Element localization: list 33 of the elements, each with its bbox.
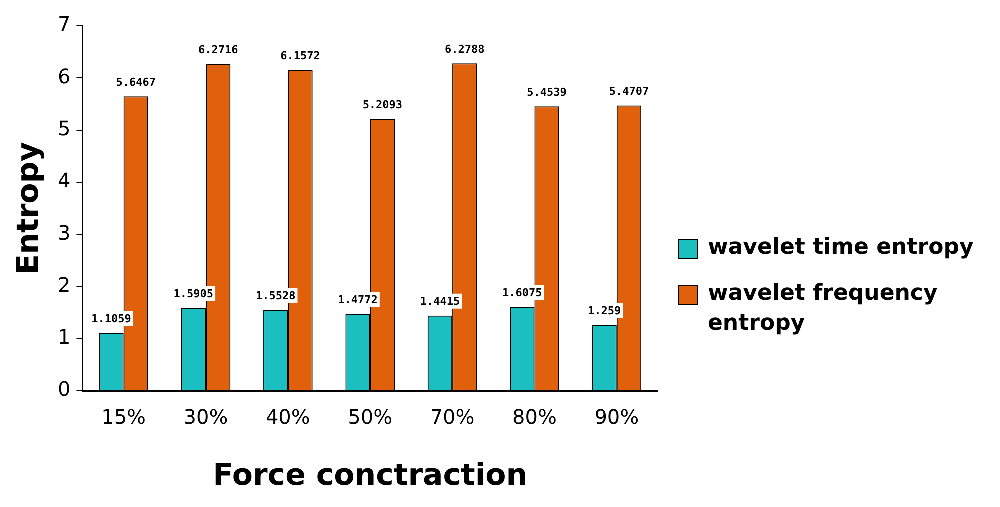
x-tick-label: 30% — [184, 405, 228, 430]
data-label: 6.2716 — [198, 43, 239, 56]
data-label: 5.6467 — [116, 76, 156, 89]
y-tick-label: 7 — [58, 12, 71, 36]
y-tick-label: 2 — [58, 272, 71, 297]
data-label: 6.1572 — [280, 49, 320, 62]
x-tick-label: 80% — [512, 405, 557, 430]
data-label: 5.2093 — [362, 98, 403, 112]
data-label: 1.259 — [588, 304, 622, 318]
y-tick-label: 5 — [58, 116, 71, 140]
x-axis-title: Force conctraction — [213, 458, 528, 493]
data-label: 1.5528 — [256, 289, 296, 302]
data-label: 1.6075 — [502, 286, 542, 300]
x-tick-label: 90% — [594, 405, 640, 430]
legend-label: wavelet frequency entropy — [708, 280, 939, 338]
y-tick-label: 0 — [58, 377, 71, 402]
y-tick-label: 6 — [58, 64, 71, 88]
y-tick-label: 3 — [58, 220, 71, 245]
y-tick-label: 4 — [58, 168, 71, 193]
x-tick-label: 15% — [102, 405, 146, 430]
y-axis-title: Entropy — [10, 142, 46, 275]
data-label: 5.4539 — [527, 86, 567, 99]
data-label: 1.1059 — [92, 312, 132, 326]
x-tick-label: 40% — [266, 405, 310, 430]
data-label: 6.2788 — [444, 42, 485, 56]
legend-label: wavelet time entropy — [708, 234, 974, 262]
data-label: 1.4772 — [338, 293, 378, 306]
data-label: 5.4707 — [609, 85, 650, 98]
data-label: 1.5905 — [174, 287, 214, 300]
data-label: 1.4415 — [420, 295, 460, 308]
x-tick-label: 70% — [430, 405, 475, 430]
x-tick-label: 50% — [348, 405, 393, 430]
y-tick-label: 1 — [58, 325, 71, 350]
